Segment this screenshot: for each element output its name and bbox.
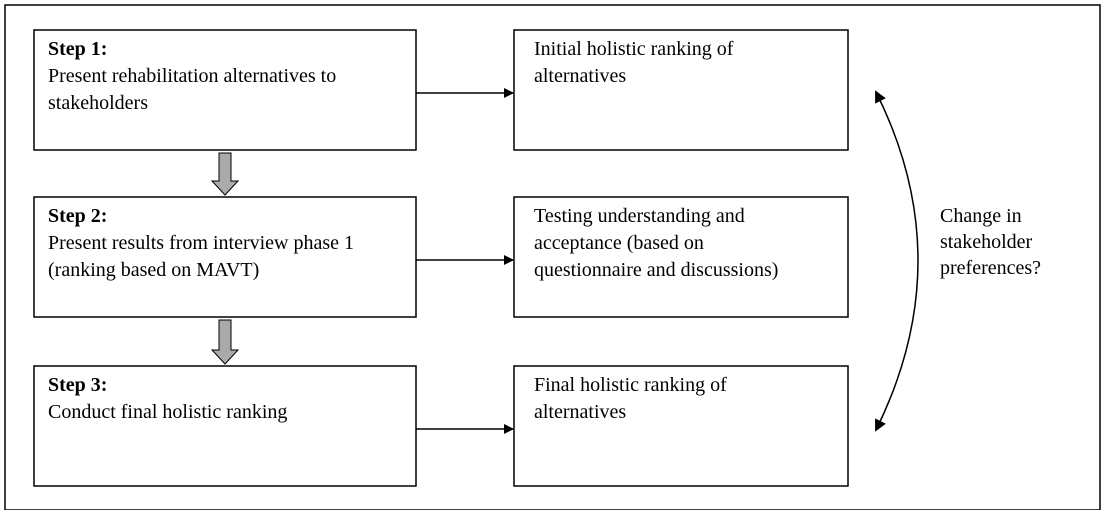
step-box (33, 196, 417, 318)
step-box (33, 29, 417, 151)
result-text: Initial holistic ranking of (534, 38, 734, 60)
result-text: acceptance (based on (534, 232, 704, 254)
step-title: Step 1: (48, 38, 107, 60)
result-box (513, 29, 849, 151)
result-text: Final holistic ranking of (534, 374, 727, 396)
step-text: Conduct final holistic ranking (48, 401, 287, 423)
down-arrow (210, 152, 240, 196)
result-box (513, 196, 849, 318)
step-text: Present rehabilitation alternatives to (48, 65, 336, 87)
step-text: Present results from interview phase 1 (48, 232, 354, 254)
result-text: alternatives (534, 65, 626, 87)
side-label: preferences? (940, 257, 1041, 279)
step-text: (ranking based on MAVT) (48, 259, 259, 281)
step-title: Step 2: (48, 205, 107, 227)
outer-frame (4, 4, 1101, 510)
side-label: stakeholder (940, 231, 1033, 253)
step-box (33, 365, 417, 487)
result-box (513, 365, 849, 487)
down-arrow (210, 319, 240, 365)
result-text: questionnaire and discussions) (534, 259, 778, 281)
feedback-arrow (875, 90, 919, 432)
result-text: Testing understanding and (534, 205, 745, 227)
result-text: alternatives (534, 401, 626, 423)
step-text: stakeholders (48, 92, 148, 114)
side-label: Change in (940, 205, 1022, 227)
step-title: Step 3: (48, 374, 107, 396)
